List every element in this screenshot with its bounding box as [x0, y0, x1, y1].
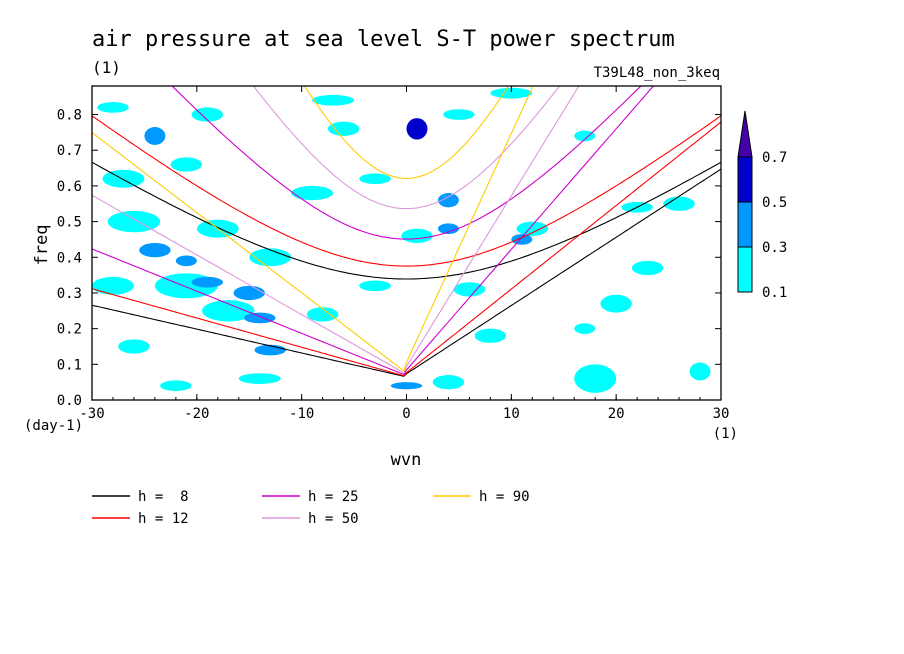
colorbar-extend-arrow [737, 110, 753, 158]
shaded-region-29 [437, 223, 459, 235]
shaded-region-42 [663, 196, 695, 211]
shaded-region-0 [97, 102, 129, 113]
x-tick-label: 20 [608, 406, 625, 422]
y-tick-label: 0.7 [57, 143, 82, 159]
y-axis-unit: (day-1) [24, 418, 83, 434]
shaded-region-13 [139, 243, 171, 258]
legend-label: h = 50 [308, 511, 359, 527]
dispersion-curves [92, 86, 721, 377]
shaded-region-39 [574, 364, 617, 393]
y-tick-label: 0.2 [57, 322, 82, 338]
shaded-region-15 [175, 255, 197, 267]
curve-gravity-0 [92, 161, 721, 280]
y-tick-label: 0.6 [57, 179, 82, 195]
shaded-region-14 [249, 248, 292, 267]
shaded-region-35 [432, 375, 465, 390]
chart-subtitle-right: T39L48_non_3keq [594, 65, 720, 81]
curve-kelvin-4 [92, 86, 534, 372]
x-tick-label: 30 [713, 406, 730, 422]
y-tick-label: 0.3 [57, 286, 82, 302]
curve-kelvin-0 [92, 168, 721, 377]
shaded-region-37 [238, 373, 281, 384]
axis-ticks: -30 -20 -10 0 10 20 30 0.0 0.1 0.2 0.3 0.4 0.5 0.6 0.7… [57, 86, 730, 422]
x-tick-label: 10 [503, 406, 520, 422]
shaded-region-33 [359, 280, 391, 292]
shaded-region-24 [306, 307, 339, 322]
chart-title: air pressure at sea level S-T power spec… [92, 27, 675, 52]
y-tick-label: 0.1 [57, 357, 82, 373]
shaded-region-25 [291, 185, 334, 201]
y-tick-label: 0.8 [57, 108, 82, 124]
shaded-region-26 [359, 173, 391, 185]
shaded-region-5 [406, 118, 428, 140]
curve-gravity-3 [252, 86, 561, 210]
spectrum-shading [92, 87, 711, 393]
shaded-region-44 [689, 362, 711, 381]
shaded-region-19 [233, 285, 265, 301]
shaded-region-31 [511, 234, 533, 245]
shaded-region-8 [574, 130, 596, 142]
shaded-region-34 [474, 328, 507, 343]
shaded-region-30 [516, 221, 549, 236]
shaded-region-36 [390, 382, 423, 390]
y-axis-label: freq [32, 225, 52, 266]
legend-label: h = 90 [479, 489, 530, 505]
x-tick-label: -20 [184, 406, 209, 422]
shaded-region-40 [600, 294, 632, 313]
shaded-region-3 [312, 94, 355, 106]
shaded-region-9 [102, 169, 145, 188]
x-axis-unit: (1) [713, 426, 738, 442]
curve-gravity-4 [303, 86, 510, 179]
shaded-region-38 [160, 380, 192, 392]
shaded-region-27 [437, 193, 459, 208]
legend-label: h = 25 [308, 489, 359, 505]
x-axis-label: wvn [391, 450, 422, 470]
shaded-region-20 [202, 300, 255, 322]
colorbar-label: 0.7 [762, 150, 787, 166]
curve-kelvin-1 [92, 121, 721, 377]
legend-label: h = 12 [138, 511, 189, 527]
x-tick-label: -10 [289, 406, 314, 422]
shaded-region-10 [170, 157, 203, 172]
curve-kelvin-2 [92, 86, 655, 376]
curve-kelvin-3 [92, 86, 580, 374]
shaded-region-41 [631, 260, 664, 276]
shaded-region-1 [144, 127, 166, 145]
shaded-region-4 [327, 121, 360, 136]
shaded-region-6 [443, 109, 475, 120]
legend-label: h = 8 [138, 489, 189, 505]
shaded-region-18 [191, 276, 224, 288]
shaded-region-28 [401, 228, 433, 243]
colorbar-label: 0.1 [762, 285, 787, 301]
colorbar: 0.1 0.3 0.5 0.7 [737, 110, 787, 301]
colorbar-segment [737, 246, 753, 293]
shaded-region-32 [453, 282, 486, 297]
curve-gravity-2 [171, 86, 642, 240]
colorbar-label: 0.5 [762, 195, 787, 211]
plot-frame [91, 85, 722, 401]
legend: h = 8 h = 12 h = 25 h = 50 h = 90 [92, 489, 530, 527]
shaded-region-45 [574, 323, 596, 334]
colorbar-segment [737, 156, 753, 203]
shaded-region-22 [118, 339, 150, 354]
colorbar-segment [737, 201, 753, 248]
x-tick-label: -30 [79, 406, 104, 422]
curve-gravity-1 [92, 115, 721, 267]
chart-subtitle-left: (1) [92, 58, 121, 77]
y-tick-label: 0.5 [57, 215, 82, 231]
shaded-region-2 [191, 107, 224, 122]
shaded-region-16 [92, 276, 134, 295]
y-tick-label: 0.4 [57, 250, 82, 266]
x-tick-label: 0 [402, 406, 410, 422]
y-tick-label: 0.0 [57, 393, 82, 409]
shaded-region-7 [490, 87, 533, 99]
shaded-region-21 [244, 312, 276, 324]
colorbar-label: 0.3 [762, 240, 787, 256]
